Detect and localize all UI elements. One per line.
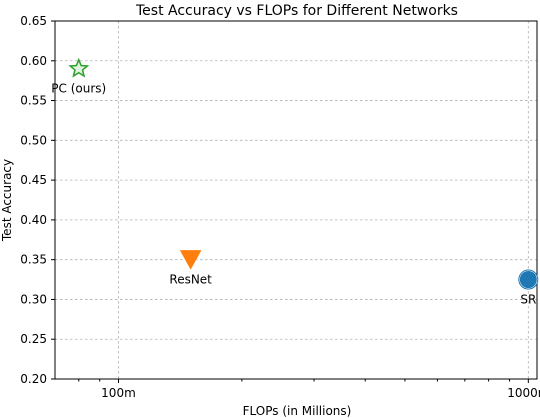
sr-label: SR	[520, 293, 536, 307]
y-tick-label: 0.55	[20, 94, 47, 108]
sr-marker-outline	[518, 269, 539, 290]
y-tick-label: 0.35	[20, 253, 47, 267]
x-tick-label: 1000m	[507, 386, 540, 400]
pc-ours-label: PC (ours)	[51, 82, 106, 96]
plot-frame	[54, 20, 538, 380]
y-tick-label: 0.60	[20, 54, 47, 68]
y-tick-label: 0.45	[20, 173, 47, 187]
grid	[55, 20, 537, 380]
sr-marker	[518, 270, 538, 290]
y-tick-label: 0.40	[20, 213, 47, 227]
y-tick-label: 0.30	[20, 292, 47, 306]
y-tick-label: 0.20	[20, 372, 47, 386]
y-axis-label: Test Accuracy	[0, 159, 14, 242]
axis-ticks: 0.20 0.25 0.30 0.35 0.40 0.45 0.50 0.55 0.60 0.65…	[20, 14, 540, 400]
x-tick-label: 100m	[101, 386, 136, 400]
x-axis-label: FLOPs (in Millions)	[243, 404, 352, 418]
pc-ours-marker-fill	[70, 59, 88, 77]
y-tick-label: 0.50	[20, 133, 47, 147]
chart-title: Test Accuracy vs FLOPs for Different Net…	[135, 3, 458, 19]
y-tick-label: 0.65	[20, 14, 47, 28]
y-tick-label: 0.25	[20, 332, 47, 346]
resnet-label: ResNet	[169, 273, 212, 287]
resnet-marker	[180, 250, 202, 270]
data-points: PC (ours) ResNet SR	[51, 57, 539, 307]
pc-ours-marker	[68, 57, 90, 78]
